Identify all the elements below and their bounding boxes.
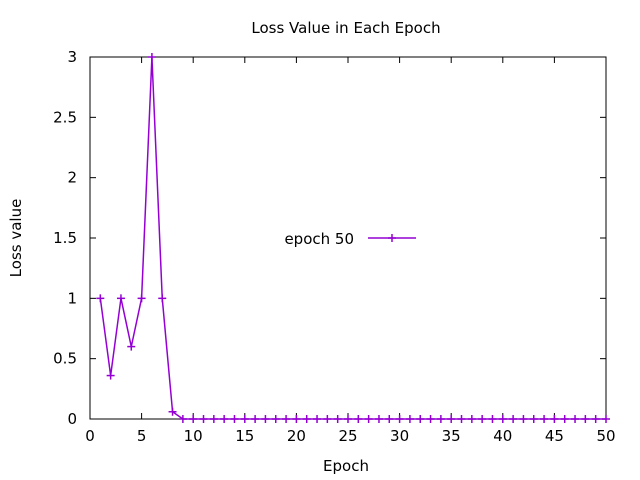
data-point-marker xyxy=(436,415,445,423)
data-point-marker xyxy=(230,415,239,423)
data-point-marker xyxy=(344,415,352,423)
data-point-marker xyxy=(137,294,146,303)
data-point-marker xyxy=(540,415,549,423)
y-axis: 0 0.5 1 1.5 2 2.5 3 xyxy=(53,48,606,428)
data-point-marker xyxy=(209,415,218,423)
data-point-marker xyxy=(116,294,125,303)
data-point-marker xyxy=(261,415,270,423)
data-point-marker xyxy=(302,415,311,423)
data-point-marker xyxy=(467,415,476,423)
data-point-marker xyxy=(178,415,187,423)
data-point-marker xyxy=(426,415,435,423)
data-point-marker xyxy=(364,415,373,423)
data-point-marker xyxy=(550,415,559,423)
data-point-marker xyxy=(478,415,487,423)
data-point-marker xyxy=(313,415,322,423)
data-point-marker xyxy=(591,415,600,423)
x-tick-label: 15 xyxy=(235,427,254,445)
data-point-marker xyxy=(498,415,507,423)
data-point-marker xyxy=(189,415,198,423)
data-point-marker xyxy=(282,415,291,423)
data-point-marker xyxy=(158,294,167,303)
data-point-marker xyxy=(457,415,466,423)
data-point-marker xyxy=(251,415,260,423)
y-axis-label: Loss value xyxy=(7,199,25,278)
data-point-marker xyxy=(240,415,249,423)
data-point-marker xyxy=(96,294,105,303)
data-point-marker xyxy=(571,415,580,423)
data-point-marker xyxy=(374,415,383,423)
data-point-marker xyxy=(509,415,518,423)
data-point-marker xyxy=(385,415,394,423)
data-point-marker xyxy=(581,415,590,423)
x-tick-label: 10 xyxy=(184,427,203,445)
data-point-marker xyxy=(323,415,332,423)
y-tick-label: 0.5 xyxy=(53,350,77,368)
data-point-marker xyxy=(271,415,280,423)
y-tick-label: 3 xyxy=(67,48,77,66)
data-point-marker xyxy=(292,415,301,423)
x-axis-label: Epoch xyxy=(323,457,369,475)
legend: epoch 50 xyxy=(284,230,416,248)
data-point-marker xyxy=(405,415,414,423)
chart-title: Loss Value in Each Epoch xyxy=(251,19,440,37)
x-axis: 0 5 10 15 20 25 30 35 40 45 50 xyxy=(85,57,616,445)
x-tick-label: 35 xyxy=(442,427,461,445)
legend-marker xyxy=(388,234,396,242)
data-point-marker xyxy=(395,415,404,423)
x-tick-label: 30 xyxy=(390,427,409,445)
y-tick-label: 2 xyxy=(67,169,77,187)
legend-label: epoch 50 xyxy=(284,230,354,248)
data-point-marker xyxy=(519,415,528,423)
x-tick-label: 40 xyxy=(493,427,512,445)
x-tick-label: 45 xyxy=(545,427,564,445)
data-point-marker xyxy=(488,415,497,423)
data-point-marker xyxy=(168,407,177,416)
x-tick-label: 0 xyxy=(85,427,95,445)
y-tick-label: 1 xyxy=(67,289,77,307)
x-tick-label: 20 xyxy=(287,427,306,445)
y-tick-label: 1.5 xyxy=(53,229,77,247)
data-point-marker xyxy=(354,415,363,423)
data-point-marker xyxy=(560,415,569,423)
data-point-marker xyxy=(447,415,456,423)
y-tick-label: 2.5 xyxy=(53,108,77,126)
data-point-marker xyxy=(147,53,156,61)
series-layer xyxy=(96,53,610,423)
data-point-marker xyxy=(199,415,208,423)
data-point-marker xyxy=(220,415,229,423)
data-point-marker xyxy=(127,342,136,351)
data-point-marker xyxy=(416,415,425,423)
y-tick-label: 0 xyxy=(67,410,77,428)
data-point-marker xyxy=(529,415,538,423)
x-tick-label: 25 xyxy=(338,427,357,445)
data-point-marker xyxy=(106,371,115,380)
x-tick-label: 5 xyxy=(137,427,147,445)
data-point-marker xyxy=(333,415,342,423)
data-point-marker xyxy=(602,415,610,423)
x-tick-label: 50 xyxy=(596,427,615,445)
